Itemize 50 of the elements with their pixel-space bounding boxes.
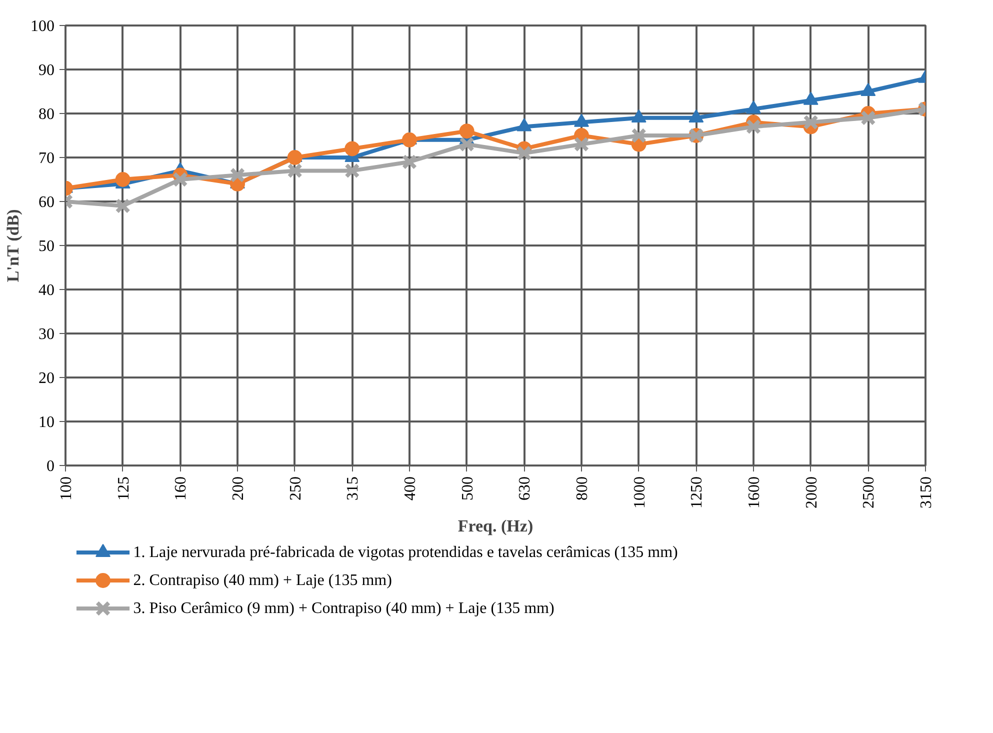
- x-tick-label: 630: [516, 476, 534, 500]
- x-tick-label: 3150: [918, 476, 935, 508]
- y-tick-label: 10: [38, 414, 54, 431]
- point: [287, 163, 302, 178]
- point: [115, 198, 130, 214]
- x-tick-label: 800: [574, 476, 591, 500]
- x-tick-label: 2000: [803, 476, 820, 508]
- x-tick-label: 1600: [746, 476, 763, 508]
- x-tick-label: 100: [58, 476, 75, 500]
- x-tick-label: 500: [459, 476, 476, 500]
- x-tick-label: 160: [172, 476, 190, 500]
- y-tick-label: 80: [38, 106, 54, 123]
- point: [574, 136, 590, 152]
- point: [516, 145, 532, 161]
- y-tick-label: 0: [46, 458, 54, 475]
- y-tick-label: 90: [38, 62, 54, 79]
- x-tick-label: 1000: [631, 476, 648, 508]
- point: [402, 154, 418, 170]
- point: [860, 110, 876, 126]
- x-tick-label: 2500: [860, 476, 878, 508]
- y-tick-label: 60: [38, 194, 54, 211]
- point: [631, 128, 646, 144]
- y-tick-label: 50: [38, 238, 54, 255]
- y-tick-label: 30: [38, 326, 54, 343]
- point: [115, 172, 130, 187]
- y-tick-label: 70: [38, 150, 54, 167]
- point: [172, 172, 188, 188]
- x-tick-label: 315: [344, 476, 362, 500]
- y-axis-title: L'nT (dB): [4, 209, 22, 282]
- point: [230, 167, 246, 183]
- point: [459, 136, 474, 152]
- y-tick-label: 40: [38, 282, 54, 299]
- x-tick-label: 400: [402, 476, 419, 500]
- y-tick-label: 100: [30, 18, 54, 35]
- x-tick-label: 200: [230, 476, 247, 500]
- x-axis-title: Freq. (Hz): [458, 516, 534, 536]
- point: [344, 141, 360, 156]
- x-tick-label: 125: [115, 476, 132, 500]
- point: [803, 114, 818, 130]
- y-tick-label: 20: [38, 370, 54, 387]
- point: [459, 124, 474, 139]
- point: [402, 132, 417, 148]
- legend-label: 2. Contrapiso (40 mm) + Laje (135 mm): [133, 572, 392, 589]
- x-tick-label: 1250: [688, 476, 706, 508]
- legend-label: 3. Piso Cerâmico (9 mm) + Contrapiso (40 mm) + Laje (135 mm): [133, 600, 554, 617]
- point: [344, 163, 360, 178]
- legend-label: 1. Laje nervurada pré-fabricada de vigotas protendidas e tavelas cerâmicas (135 mm): [133, 544, 678, 561]
- point: [746, 119, 762, 134]
- x-tick-label: 250: [287, 476, 304, 500]
- point: [287, 150, 302, 165]
